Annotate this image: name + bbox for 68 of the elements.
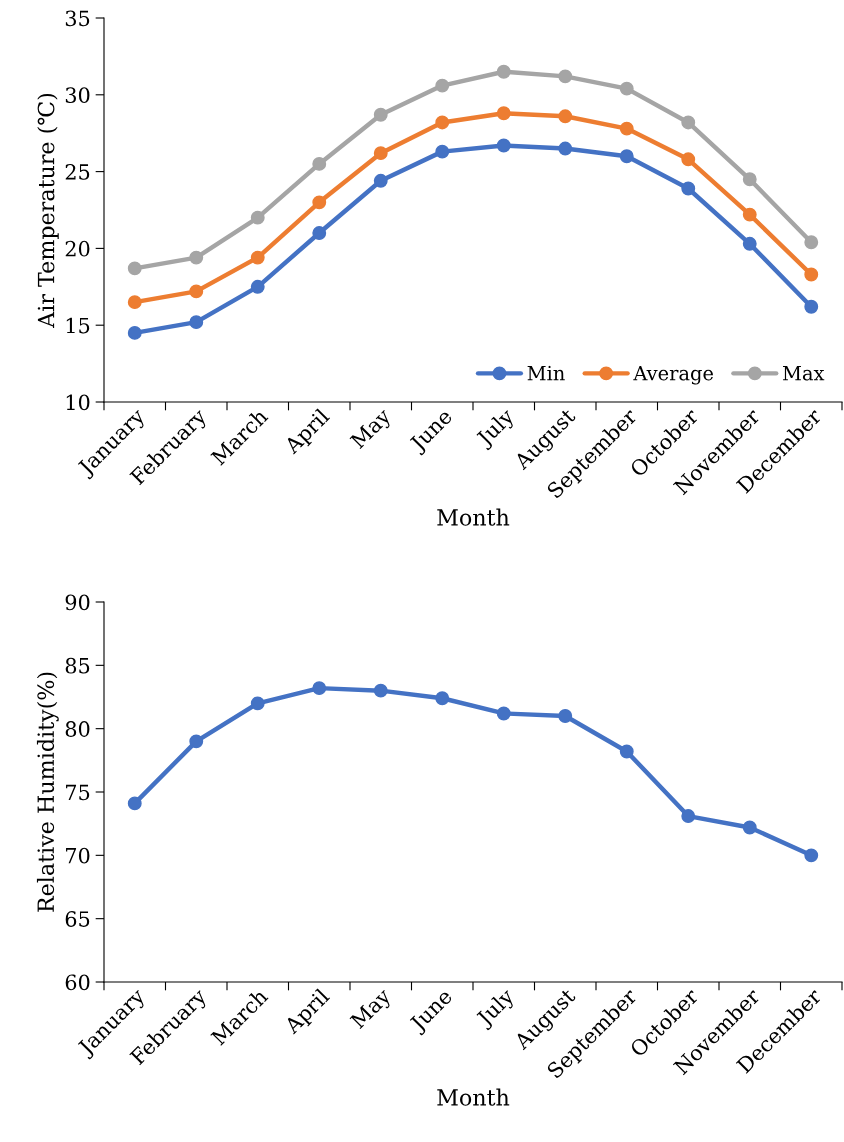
legend-label: Average [633, 366, 713, 385]
point [189, 734, 204, 749]
point [681, 152, 696, 167]
y-tick-label: 30 [65, 87, 90, 104]
point [681, 115, 696, 130]
point [312, 195, 327, 210]
y-tick-label: 80 [65, 721, 90, 737]
point [558, 109, 573, 124]
legend-label: Max [783, 366, 825, 381]
point [496, 64, 511, 79]
point [681, 181, 696, 196]
point [250, 696, 265, 711]
y-tick-label: 85 [65, 657, 90, 674]
point [435, 691, 450, 706]
x-axis-title: Month [437, 1088, 510, 1106]
y-tick-label: 10 [66, 394, 90, 411]
point [558, 69, 573, 84]
point [373, 146, 388, 161]
y-tick-label: 20 [65, 240, 90, 257]
point [742, 820, 757, 835]
y-tick-label: 35 [65, 10, 90, 27]
y-tick-label: 15 [66, 317, 90, 334]
point [742, 207, 757, 222]
point [312, 156, 327, 171]
y-axis-title: Air Temperature (℃) [37, 93, 59, 328]
point [435, 78, 450, 93]
y-axis-title: Relative Humidity(%) [36, 672, 59, 912]
point [804, 299, 819, 314]
point [619, 149, 634, 164]
point [312, 681, 327, 696]
point [373, 683, 388, 698]
point [312, 226, 327, 240]
y-tick-label: 65 [65, 911, 90, 927]
point [189, 315, 204, 330]
y-tick-label: 90 [65, 594, 90, 611]
point [681, 809, 696, 824]
y-tick-label: 75 [66, 784, 90, 801]
point [496, 106, 511, 121]
point [619, 121, 634, 136]
point [127, 325, 142, 340]
point [558, 709, 573, 723]
point [189, 250, 204, 265]
point [127, 796, 142, 811]
point [742, 172, 757, 187]
point [619, 81, 634, 96]
point [127, 261, 142, 276]
point [804, 848, 819, 863]
point [496, 706, 511, 721]
point [373, 107, 388, 122]
y-tick-label: 70 [66, 847, 90, 864]
legend-label: Min [527, 365, 565, 381]
point [804, 235, 819, 250]
point [250, 279, 265, 294]
point [127, 295, 142, 310]
point [619, 744, 634, 759]
y-tick-label: 25 [65, 164, 90, 180]
point [373, 173, 388, 188]
point [742, 236, 757, 251]
point [435, 115, 450, 130]
y-tick-label: 60 [65, 974, 90, 991]
point [558, 141, 573, 156]
point [250, 250, 265, 265]
point [435, 144, 450, 159]
point [496, 138, 511, 153]
point [189, 284, 204, 299]
x-axis-title: Month [437, 508, 510, 526]
point [804, 267, 819, 282]
point [250, 210, 265, 225]
